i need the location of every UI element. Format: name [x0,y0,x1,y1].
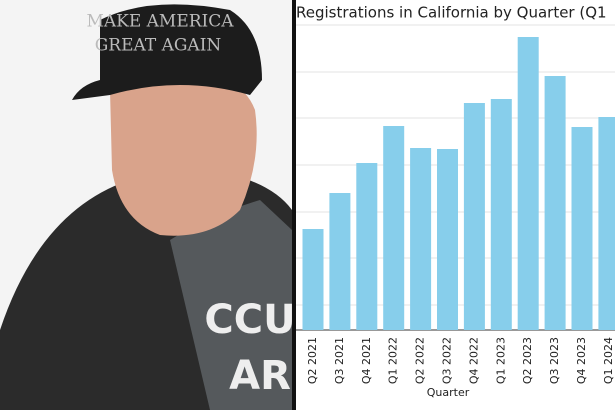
bar [437,149,458,330]
photo: MAKE AMERICA GREAT AGAIN CCU AR [0,0,295,410]
bar [463,103,485,330]
shirt [170,200,292,410]
bar [302,229,324,330]
cap-text: GREAT AGAIN [95,36,222,56]
chart: Registrations in California by Quarter (… [296,4,615,399]
bar [517,37,539,330]
x-tick-label: Q4 2022 [467,337,480,384]
shirt-text: AR [229,353,291,399]
x-axis-label: Quarter [427,386,470,399]
x-tick-label: Q1 2022 [387,337,400,384]
bar [544,76,566,330]
x-tick-label: Q4 2021 [360,337,373,384]
bar [410,148,432,330]
x-tick-label: Q2 2022 [414,337,427,384]
chart-title: Registrations in California by Quarter (… [296,4,607,22]
bar [329,193,351,330]
x-tick-label: Q3 2021 [333,337,346,384]
bar [571,127,593,330]
shirt-text: CCU [204,297,295,343]
bar [598,117,615,330]
x-tick-label: Q3 2023 [548,337,561,384]
x-tick-label: Q1 2024 [602,337,615,384]
face [110,64,257,236]
x-tick-label: Q3 2022 [441,337,454,384]
bar [490,99,512,330]
x-tick-label: Q1 2023 [494,337,507,384]
cap-text: MAKE AMERICA [86,12,234,32]
bar [383,126,405,330]
x-tick-label: Q2 2021 [306,337,319,384]
cap [72,4,262,100]
divider [292,0,296,410]
x-tick-label: Q2 2023 [521,337,534,384]
x-tick-label: Q4 2023 [575,337,588,384]
bar [356,163,378,330]
